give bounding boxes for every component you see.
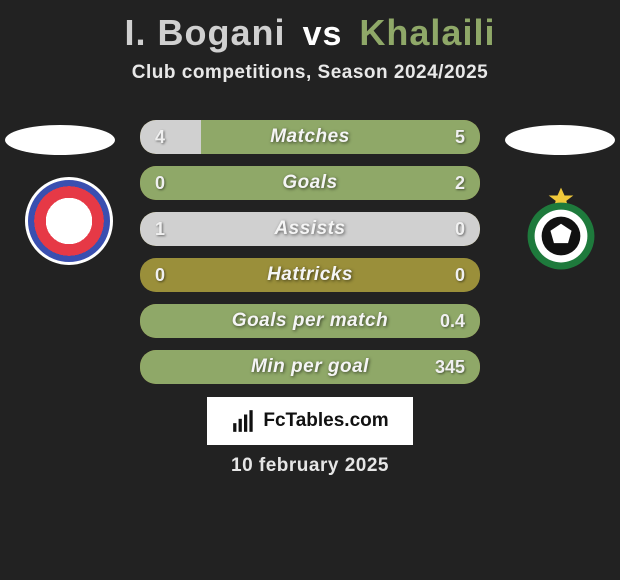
- page-title: I. Bogani vs Khalaili: [0, 0, 620, 54]
- branding-text: FcTables.com: [263, 410, 388, 432]
- player2-silhouette: [505, 125, 615, 155]
- stat-label: Hattricks: [140, 264, 480, 286]
- stat-row: 02Goals: [140, 166, 480, 200]
- date-text: 10 february 2025: [0, 455, 620, 477]
- stat-row: 10Assists: [140, 212, 480, 246]
- stat-row: 00Hattricks: [140, 258, 480, 292]
- player1-club-crest: [25, 177, 113, 265]
- stat-row: 0.4Goals per match: [140, 304, 480, 338]
- stat-label: Matches: [140, 126, 480, 148]
- stat-label: Min per goal: [140, 356, 480, 378]
- stat-bars: 45Matches 02Goals 10Assists 00Hattricks 0.4G…: [140, 120, 480, 396]
- player2-club-crest: [517, 185, 605, 273]
- branding-badge: FcTables.com: [207, 397, 413, 445]
- stat-row: 345Min per goal: [140, 350, 480, 384]
- stat-label: Goals per match: [140, 310, 480, 332]
- player1-silhouette: [5, 125, 115, 155]
- stat-label: Assists: [140, 218, 480, 240]
- title-vs: vs: [303, 15, 343, 53]
- stat-label: Goals: [140, 172, 480, 194]
- stat-row: 45Matches: [140, 120, 480, 154]
- subtitle: Club competitions, Season 2024/2025: [0, 62, 620, 84]
- title-player1: I. Bogani: [125, 12, 286, 53]
- title-player2: Khalaili: [359, 12, 495, 53]
- chart-icon: [231, 408, 257, 434]
